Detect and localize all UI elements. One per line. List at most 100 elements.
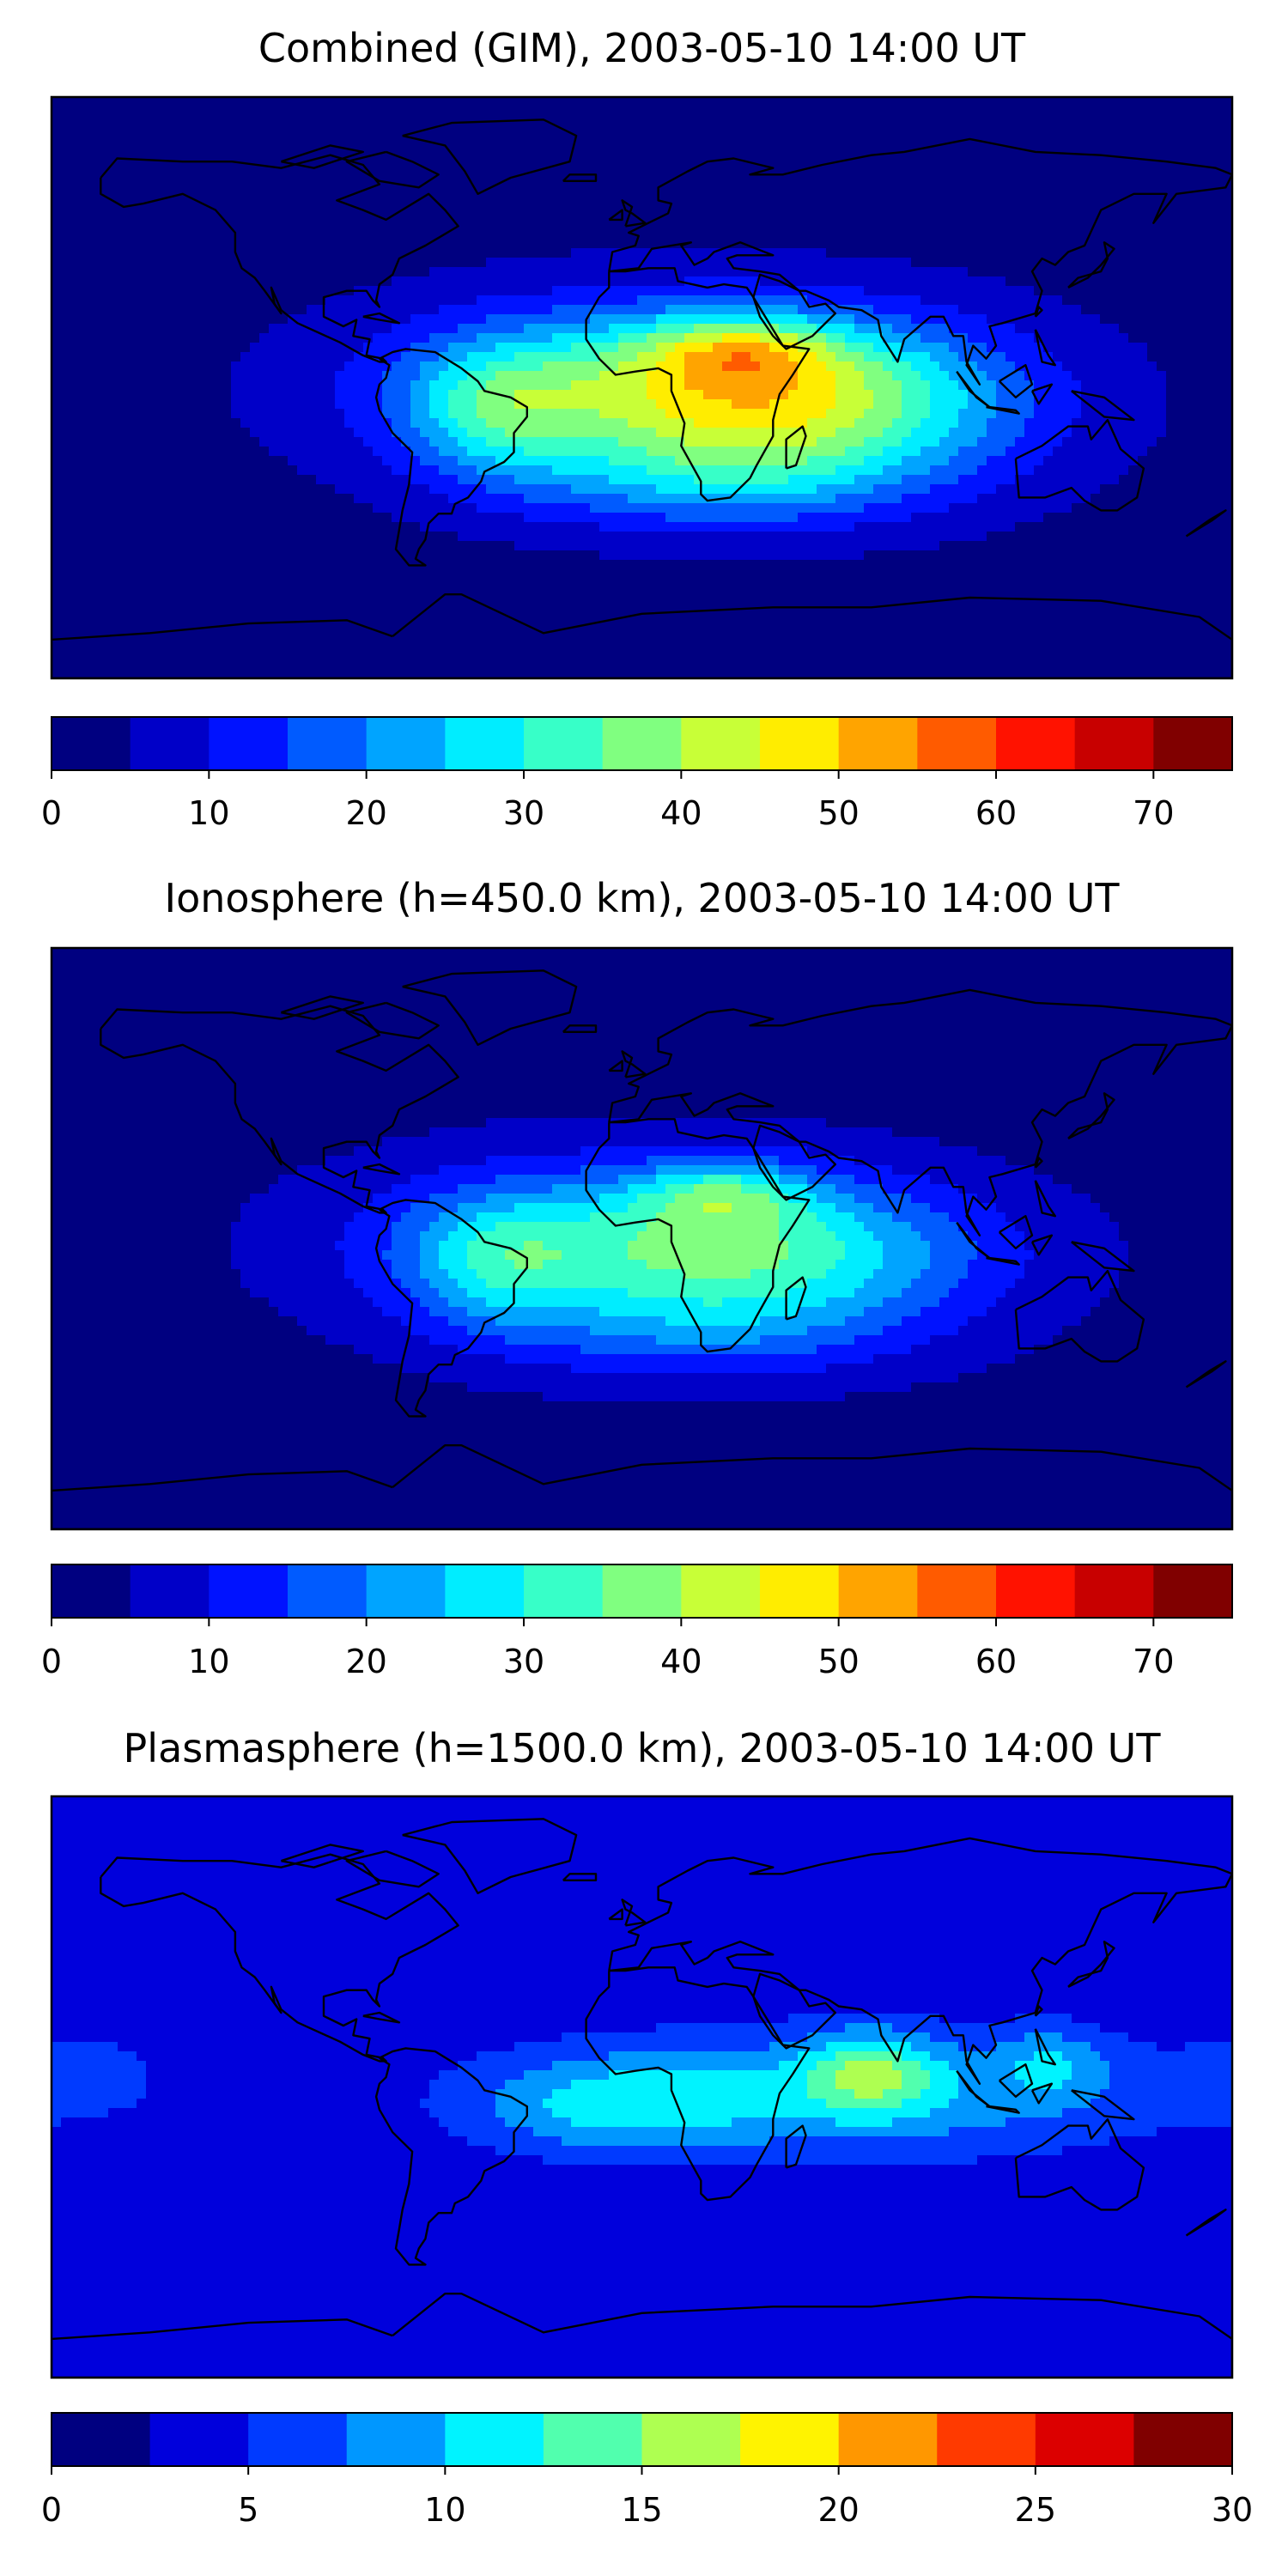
field-cell: [458, 210, 468, 221]
field-cell: [467, 399, 477, 410]
field-cell: [316, 106, 326, 117]
field-cell: [458, 447, 468, 457]
field-cell: [174, 210, 185, 221]
field-cell: [174, 361, 185, 372]
field-cell: [939, 343, 950, 353]
field-cell: [165, 447, 175, 457]
field-cell: [1185, 163, 1195, 173]
field-cell: [684, 380, 695, 391]
field-cell: [920, 343, 931, 353]
field-cell: [1119, 399, 1129, 410]
field-cell: [1147, 154, 1157, 164]
field-cell: [127, 314, 137, 325]
field-cell: [118, 465, 128, 476]
field-cell: [486, 333, 496, 343]
field-cell: [883, 97, 893, 107]
field-cell: [1005, 191, 1016, 202]
field-cell: [184, 352, 194, 362]
field-cell: [1223, 201, 1232, 211]
field-cell: [297, 97, 307, 107]
field-cell: [212, 409, 222, 419]
field-cell: [439, 361, 449, 372]
field-cell: [1194, 248, 1205, 258]
field-cell: [1109, 456, 1120, 466]
field-cell: [1185, 210, 1195, 221]
field-cell: [307, 144, 317, 155]
field-cell: [930, 97, 940, 107]
field-cell: [1223, 333, 1232, 343]
field-cell: [760, 276, 770, 287]
field-cell: [675, 144, 685, 155]
field-cell: [562, 258, 572, 268]
field-cell: [410, 106, 421, 117]
field-cell: [694, 239, 704, 249]
field-cell: [373, 97, 383, 107]
field-cell: [599, 343, 610, 353]
field-cell: [873, 173, 884, 183]
field-cell: [845, 399, 855, 410]
field-cell: [1043, 135, 1054, 145]
field-cell: [108, 305, 118, 315]
field-cell: [514, 97, 525, 107]
field-cell: [524, 201, 534, 211]
field-cell: [552, 456, 562, 466]
field-cell: [1213, 286, 1224, 296]
field-cell: [930, 135, 940, 145]
field-cell: [297, 173, 307, 183]
field-cell: [562, 465, 572, 476]
field-cell: [344, 390, 355, 400]
field-cell: [543, 428, 553, 438]
field-cell: [505, 258, 515, 268]
field-cell: [826, 390, 836, 400]
field-cell: [373, 182, 383, 192]
field-cell: [845, 267, 855, 277]
field-cell: [732, 191, 742, 202]
field-cell: [571, 144, 581, 155]
field-cell: [1005, 97, 1016, 107]
field-cell: [732, 220, 742, 230]
field-cell: [231, 399, 241, 410]
field-cell: [902, 437, 912, 447]
field-cell: [514, 371, 525, 381]
field-cell: [127, 220, 137, 230]
field-cell: [835, 371, 846, 381]
field-cell: [439, 333, 449, 343]
field-cell: [798, 399, 808, 410]
field-cell: [448, 333, 459, 343]
field-cell: [599, 144, 610, 155]
field-cell: [288, 248, 298, 258]
field-cell: [1100, 248, 1110, 258]
field-cell: [637, 173, 647, 183]
field-cell: [382, 154, 392, 164]
field-cell: [1043, 201, 1054, 211]
field-cell: [401, 220, 411, 230]
field-cell: [1138, 343, 1148, 353]
field-cell: [1166, 361, 1176, 372]
field-cell: [580, 409, 591, 419]
field-cell: [741, 305, 751, 315]
field-cell: [1204, 314, 1214, 325]
field-cell: [382, 343, 392, 353]
field-cell: [562, 286, 572, 296]
field-cell: [1053, 286, 1063, 296]
field-cell: [222, 409, 232, 419]
field-cell: [325, 324, 336, 334]
field-cell: [684, 201, 695, 211]
field-cell: [920, 371, 931, 381]
field-cell: [184, 182, 194, 192]
field-cell: [741, 276, 751, 287]
field-cell: [807, 154, 817, 164]
field-cell: [477, 361, 487, 372]
field-cell: [250, 380, 260, 391]
field-cell: [1024, 239, 1035, 249]
field-cell: [1109, 380, 1120, 391]
field-cell: [70, 220, 81, 230]
field-cell: [609, 437, 619, 447]
field-cell: [977, 418, 987, 428]
field-cell: [410, 465, 421, 476]
field-cell: [316, 428, 326, 438]
field-cell: [713, 125, 723, 136]
field-cell: [1204, 210, 1214, 221]
field-cell: [1081, 258, 1091, 268]
field-cell: [647, 428, 657, 438]
